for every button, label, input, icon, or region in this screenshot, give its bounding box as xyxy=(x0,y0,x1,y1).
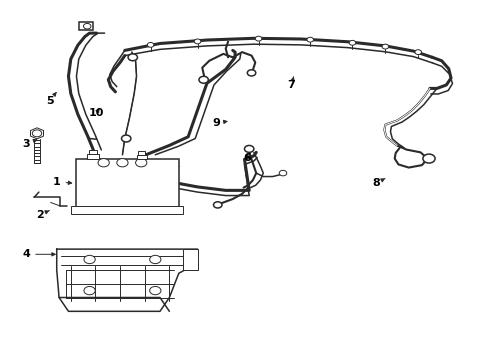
Text: 10: 10 xyxy=(89,108,104,118)
Bar xyxy=(183,249,197,270)
Text: 6: 6 xyxy=(243,153,250,162)
Bar xyxy=(75,159,179,208)
Circle shape xyxy=(247,70,255,76)
Bar xyxy=(87,154,99,159)
Circle shape xyxy=(381,44,388,49)
Circle shape xyxy=(414,50,421,55)
Circle shape xyxy=(84,287,95,295)
Bar xyxy=(88,150,97,154)
Text: 5: 5 xyxy=(46,93,56,105)
Text: 9: 9 xyxy=(212,118,226,128)
Circle shape xyxy=(128,54,137,61)
Text: 4: 4 xyxy=(22,249,55,259)
Circle shape xyxy=(98,158,109,167)
Circle shape xyxy=(255,36,262,41)
Circle shape xyxy=(117,158,128,167)
Bar xyxy=(136,155,146,159)
Text: 7: 7 xyxy=(287,77,295,90)
Circle shape xyxy=(83,23,91,29)
Text: 1: 1 xyxy=(53,177,72,187)
Polygon shape xyxy=(30,128,43,139)
Bar xyxy=(79,22,93,30)
Circle shape xyxy=(121,135,131,142)
Circle shape xyxy=(84,255,95,264)
Circle shape xyxy=(32,130,41,137)
Circle shape xyxy=(244,145,253,152)
Circle shape xyxy=(147,42,154,47)
Text: 8: 8 xyxy=(371,179,384,188)
Circle shape xyxy=(348,40,355,45)
Text: 3: 3 xyxy=(22,139,37,149)
Circle shape xyxy=(279,170,286,176)
Circle shape xyxy=(149,287,161,295)
Bar xyxy=(71,206,183,214)
Circle shape xyxy=(135,158,146,167)
Circle shape xyxy=(194,39,201,44)
Circle shape xyxy=(306,37,313,42)
Text: 2: 2 xyxy=(36,210,49,220)
Circle shape xyxy=(422,154,434,163)
Circle shape xyxy=(199,76,208,83)
Circle shape xyxy=(213,202,222,208)
Circle shape xyxy=(149,255,161,264)
Bar xyxy=(138,151,145,155)
